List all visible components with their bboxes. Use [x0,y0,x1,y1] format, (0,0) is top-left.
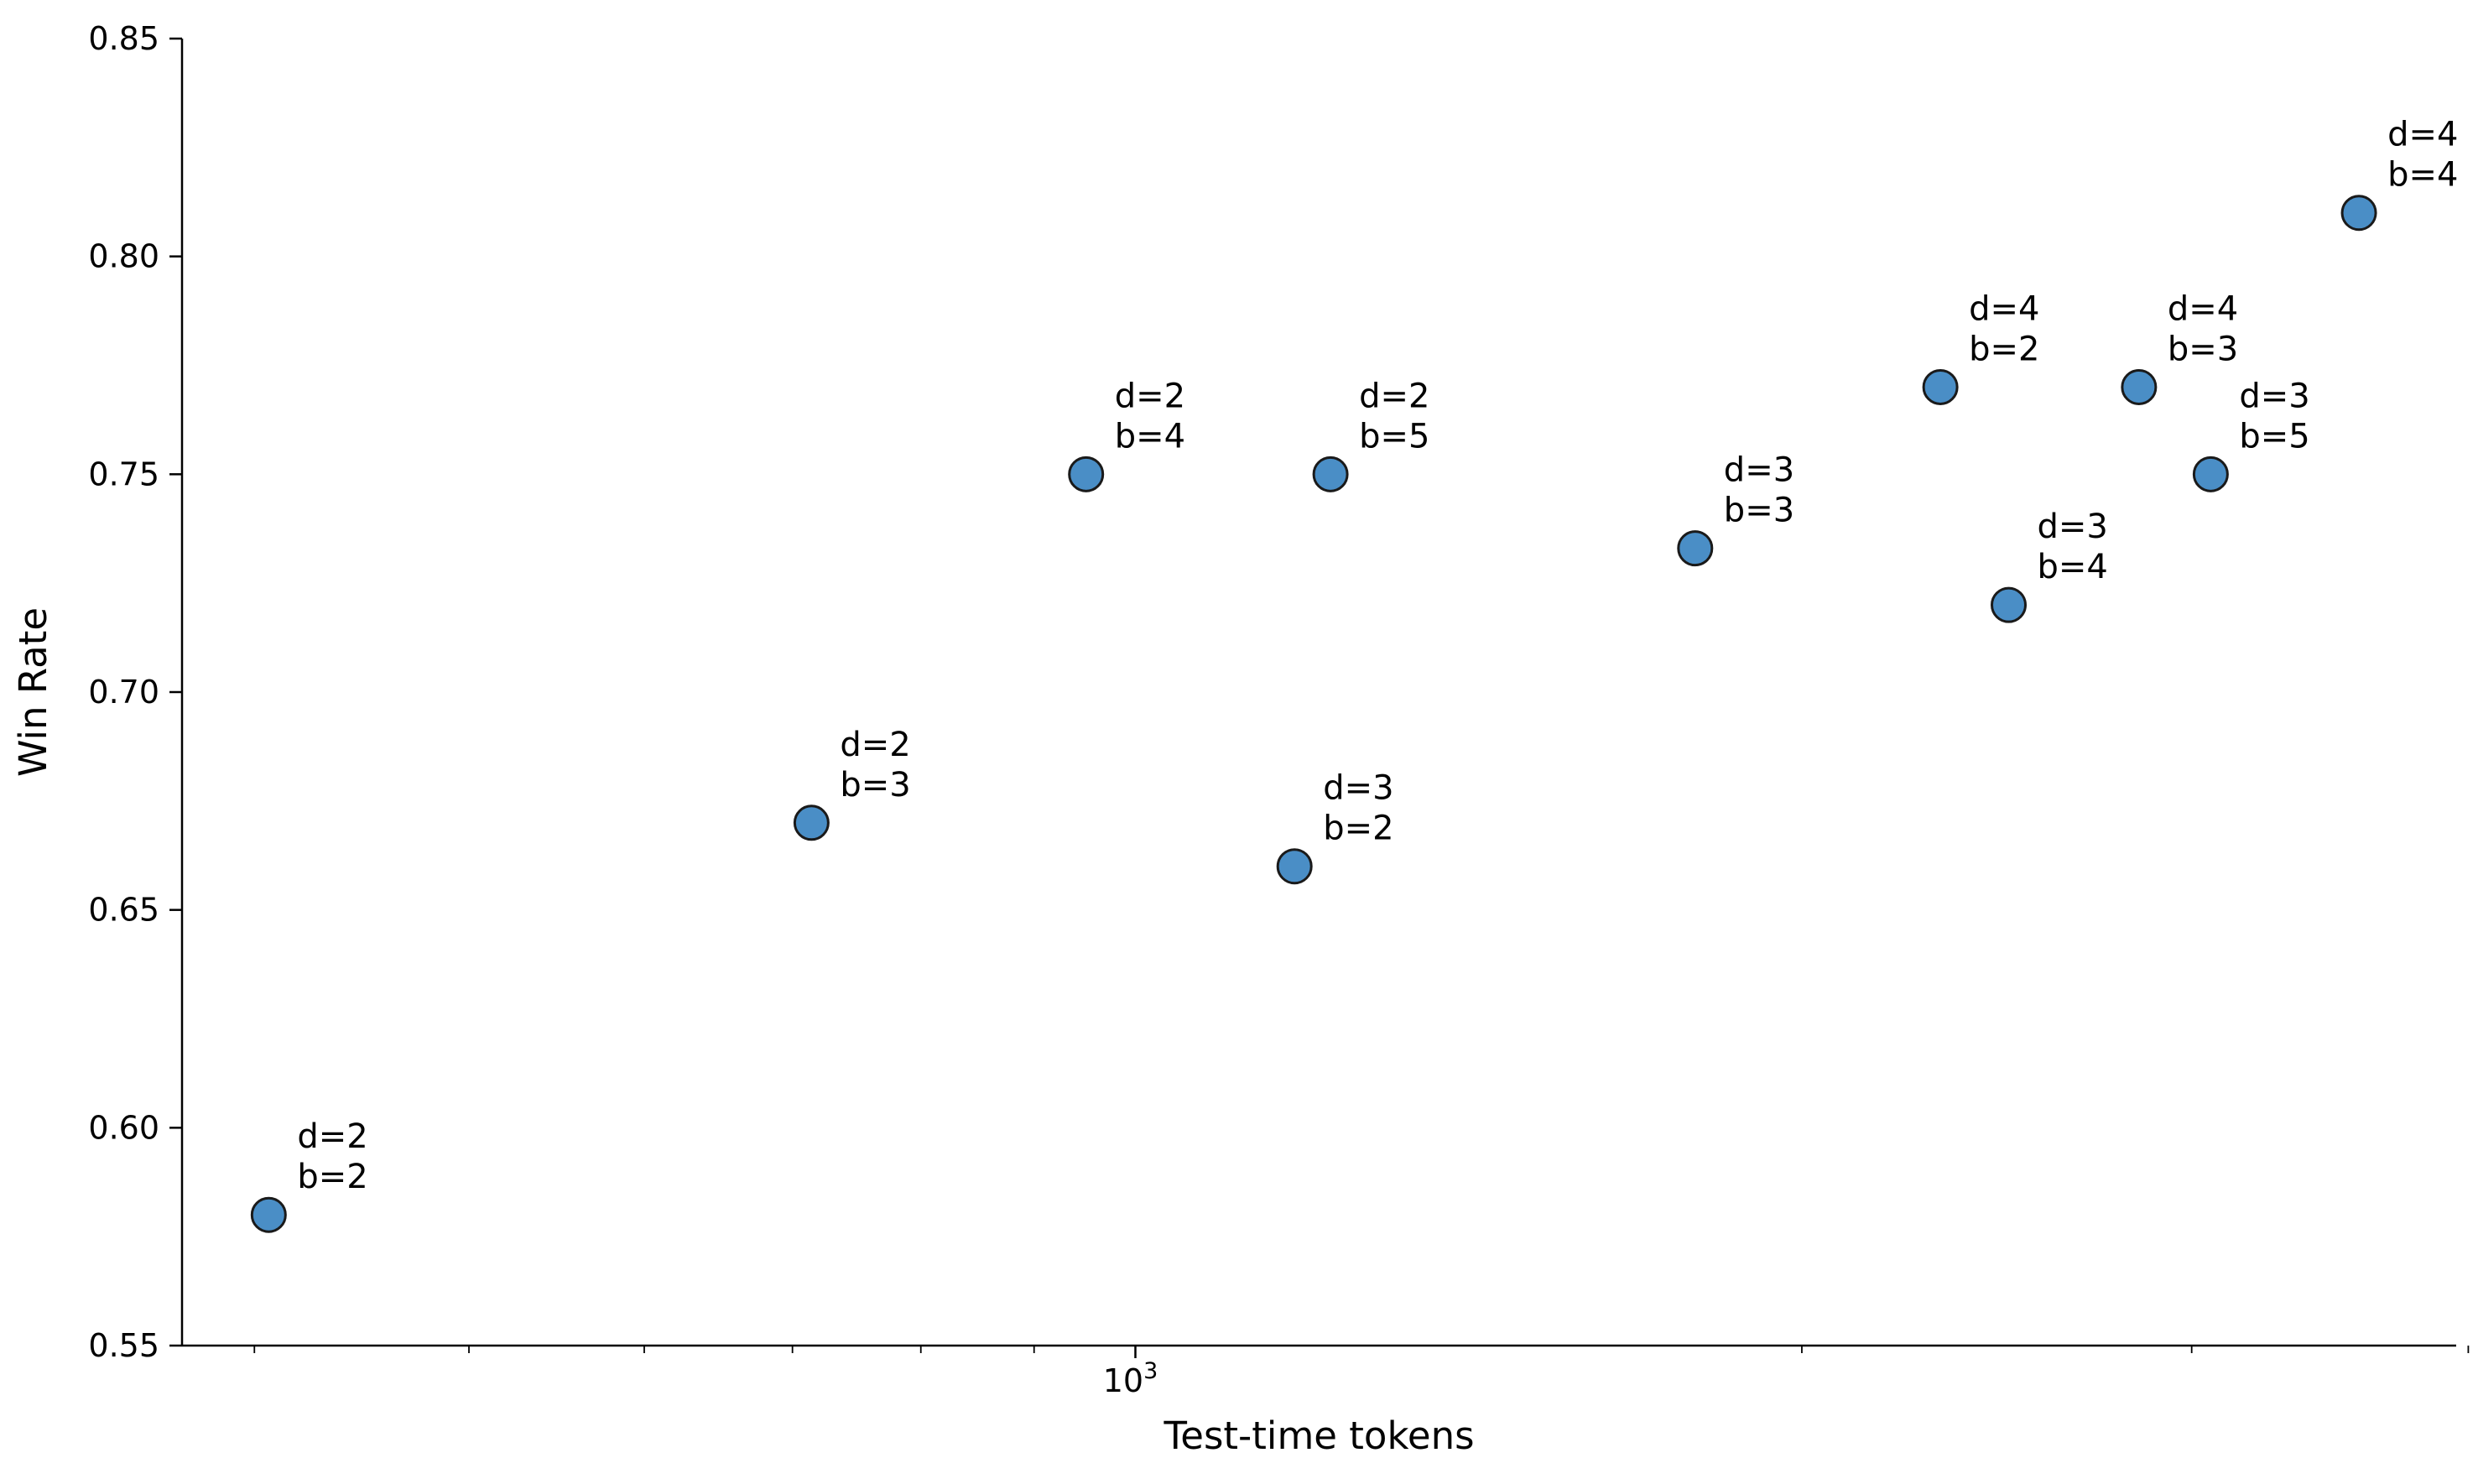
data-point [1991,586,2028,623]
data-point [1276,848,1313,885]
y-tick-label: 0.70 [88,674,159,711]
y-tick-label: 0.55 [88,1327,159,1364]
data-point [1922,368,1959,405]
point-label-breadth: b=4 [2387,156,2458,195]
y-tick-label: 0.65 [88,892,159,929]
data-point [250,1196,287,1233]
point-label-breadth: b=3 [840,766,910,804]
point-label-depth: d=4 [2168,289,2238,328]
y-tick-label: 0.80 [88,238,159,275]
point-label-depth: d=3 [2038,508,2108,546]
x-axis-title: Test-time tokens [1163,1414,1474,1458]
point-label-breadth: b=5 [2239,417,2309,456]
y-tick-label: 0.85 [88,20,159,57]
y-axis-title: Win Rate [11,607,55,777]
point-label-breadth: b=4 [1115,417,1185,456]
data-point [793,804,830,841]
x-axis: 103 [182,1344,2470,1399]
point-label-breadth: b=3 [2168,330,2238,368]
x-tick-label: 103 [1103,1358,1158,1399]
data-point [1068,456,1105,492]
data-point [1312,456,1349,492]
point-label-breadth: b=2 [1323,810,1393,848]
point-label-breadth: b=5 [1359,417,1429,456]
point-label-depth: d=2 [297,1117,367,1156]
point-label-depth: d=4 [1969,289,2039,328]
y-tick-label: 0.60 [88,1109,159,1146]
point-label-breadth: b=2 [1969,330,2039,368]
data-point [2192,456,2229,492]
point-label-depth: d=3 [1323,769,1393,808]
point-label-breadth: b=2 [297,1158,367,1196]
y-axis: 0.55 0.60 0.65 0.70 0.75 0.80 0.85 [88,20,184,1364]
data-point [1677,530,1714,567]
data-point [2121,368,2158,405]
data-points: d=2b=2d=2b=3d=2b=4d=2b=5d=3b=2d=3b=3 d=3b… [250,116,2458,1233]
point-label-depth: d=3 [1724,451,1794,490]
point-label-depth: d=4 [2387,116,2458,154]
data-point [2340,195,2377,232]
point-label-breadth: b=4 [2038,548,2108,586]
point-label-breadth: b=3 [1724,492,1794,530]
point-label-depth: d=2 [1115,377,1185,415]
point-label-depth: d=2 [1359,377,1429,415]
y-tick-label: 0.75 [88,456,159,492]
point-label-depth: d=2 [840,726,910,764]
point-label-depth: d=3 [2239,377,2309,415]
